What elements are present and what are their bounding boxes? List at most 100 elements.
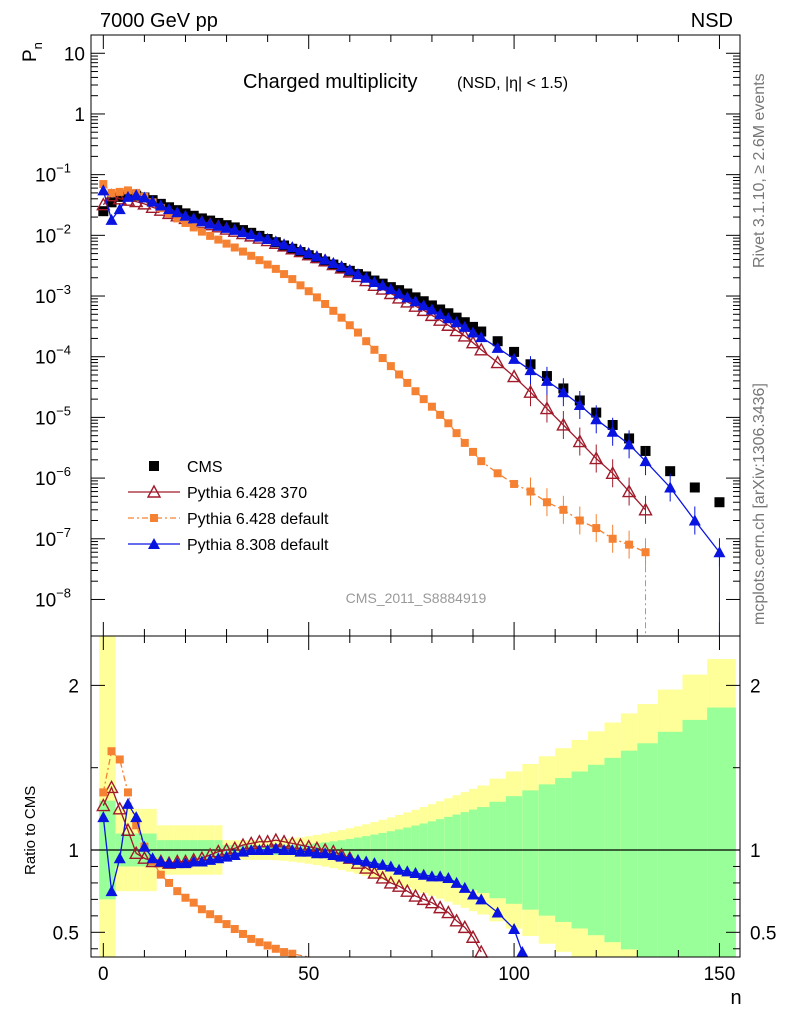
- ratio-point: [245, 844, 258, 855]
- ratio-y-tick-label-right: 2: [750, 676, 761, 697]
- data-point: [98, 206, 109, 217]
- data-point: [493, 469, 502, 478]
- ratio-point: [417, 868, 430, 880]
- data-point: [411, 387, 420, 396]
- data-point: [286, 241, 299, 253]
- y-tick-label: 10−6: [35, 464, 71, 490]
- y-tick-label: 1: [74, 105, 85, 126]
- data-point: [450, 316, 463, 328]
- y-tick-label: 10−5: [35, 403, 71, 429]
- ratio-point: [280, 948, 289, 957]
- y-tick-label: 10−8: [35, 585, 71, 611]
- data-point: [214, 235, 223, 244]
- data-point: [187, 212, 200, 224]
- data-point: [401, 291, 414, 303]
- data-point: [376, 279, 389, 291]
- data-point: [403, 378, 412, 387]
- ratio-point: [107, 747, 116, 756]
- ratio-point: [425, 870, 438, 882]
- data-point: [460, 438, 469, 447]
- data-point: [220, 221, 233, 233]
- data-point: [212, 219, 225, 231]
- data-point: [362, 337, 371, 346]
- ratio-point: [467, 888, 480, 900]
- data-point: [508, 352, 521, 364]
- data-point: [419, 395, 428, 404]
- data-point: [247, 251, 256, 260]
- legend-marker: [146, 484, 162, 498]
- data-point: [154, 199, 167, 211]
- data-point: [97, 184, 110, 196]
- header-right: NSD: [691, 10, 733, 32]
- ratio-point: [393, 863, 406, 875]
- ratio-point: [228, 848, 241, 860]
- ratio-point: [222, 920, 231, 929]
- main-ticks: 10 1 10−1 10−2 10−3 10−4 10−5 10−6 10−7 10−8: [35, 35, 740, 636]
- ratio-point: [450, 876, 463, 888]
- ratio-point: [424, 895, 440, 909]
- rivet-label: Rivet 3.1.10, ≥ 2.6M events: [751, 73, 768, 268]
- ratio-point: [99, 788, 108, 797]
- data-point: [123, 186, 132, 195]
- ratio-point: [343, 852, 356, 864]
- ratio-y-tick-label-right: 0.5: [750, 923, 776, 944]
- x-axis-label: n: [730, 987, 741, 1009]
- ratio-y-tick-label: 2: [68, 676, 79, 697]
- data-point: [424, 307, 440, 322]
- data-point: [409, 295, 422, 307]
- ratio-point: [171, 857, 184, 869]
- ratio-point: [409, 867, 422, 879]
- data-point: [477, 457, 486, 466]
- ratio-point: [123, 788, 132, 797]
- data-point: [173, 214, 182, 223]
- analysis-id: CMS_2011_S8884919: [346, 590, 487, 606]
- legend-label: Pythia 6.428 370: [187, 485, 307, 502]
- ratio-point: [146, 852, 159, 864]
- ratio-point: [516, 946, 529, 958]
- data-point: [302, 247, 315, 259]
- ratio-panel: 0.5 0.5 1 1 2 2 0 50 100 150 Ratio to CMS n: [22, 635, 776, 1009]
- ratio-point: [197, 905, 206, 914]
- data-point: [271, 264, 280, 273]
- ratio-point: [115, 755, 124, 764]
- data-point: [345, 321, 354, 330]
- data-point: [449, 323, 464, 337]
- data-point: [436, 410, 445, 419]
- series-1: [96, 188, 653, 524]
- data-point: [351, 268, 364, 280]
- ratio-point: [271, 944, 280, 953]
- data-point: [360, 271, 373, 283]
- data-point: [245, 228, 258, 240]
- ratio-point: [132, 821, 141, 830]
- data-point: [238, 247, 247, 256]
- data-point: [255, 256, 264, 265]
- ratio-point: [181, 893, 190, 902]
- y-tick-label: 10−3: [35, 282, 71, 308]
- data-point: [475, 331, 488, 343]
- data-point: [321, 299, 330, 308]
- x-tick-label: 100: [498, 964, 530, 985]
- band-outer: [107, 636, 116, 957]
- data-point: [665, 466, 676, 477]
- data-point: [474, 342, 489, 356]
- data-point: [189, 223, 198, 232]
- legend-label: Pythia 8.308 default: [187, 537, 329, 554]
- ratio-point: [400, 883, 415, 897]
- data-point: [509, 346, 520, 357]
- data-point: [491, 341, 504, 353]
- data-point: [353, 328, 362, 337]
- data-point: [179, 209, 192, 221]
- ratio-point: [130, 811, 143, 823]
- data-point: [171, 206, 184, 218]
- data-point: [261, 233, 274, 245]
- data-point: [113, 203, 126, 215]
- y-tick-label: 10−7: [35, 525, 71, 551]
- y-tick-label: 10−2: [35, 221, 71, 247]
- y-axis-label-main: P: [20, 49, 41, 62]
- band-outer: [99, 636, 108, 957]
- ratio-ticks: 0.5 0.5 1 1 2 2 0 50 100 150: [53, 636, 776, 985]
- data-point: [444, 419, 453, 428]
- data-point: [114, 191, 125, 202]
- data-point: [458, 320, 471, 332]
